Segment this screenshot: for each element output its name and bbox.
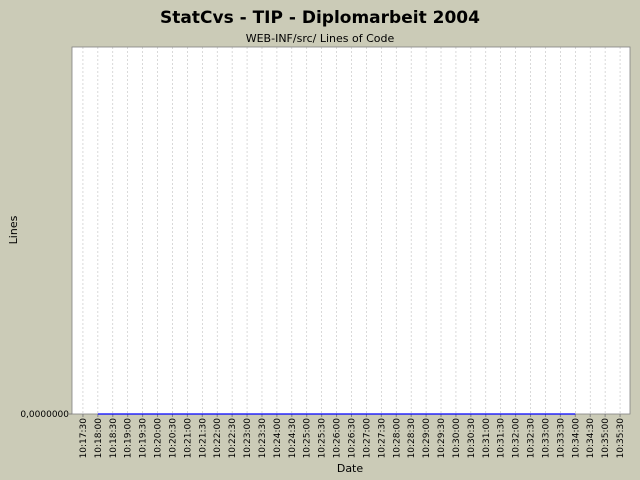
x-axis-label: Date bbox=[337, 462, 364, 475]
y-tick-label: 0,0000000 bbox=[20, 410, 69, 420]
chart-title: StatCvs - TIP - Diplomarbeit 2004 bbox=[160, 8, 480, 28]
x-tick-label: 10:25:00 bbox=[303, 418, 313, 459]
x-tick-label: 10:34:00 bbox=[571, 418, 581, 459]
x-tick-label: 10:22:30 bbox=[228, 418, 238, 459]
x-tick-label: 10:20:00 bbox=[154, 418, 164, 459]
x-tick-label: 10:26:30 bbox=[347, 418, 357, 459]
x-tick-label: 10:20:30 bbox=[168, 418, 178, 459]
x-tick-label: 10:25:30 bbox=[318, 418, 328, 459]
x-tick-label: 10:21:00 bbox=[183, 418, 193, 459]
x-tick-label: 10:26:00 bbox=[333, 418, 343, 459]
x-tick-label: 10:22:00 bbox=[213, 418, 223, 459]
plot-area bbox=[72, 47, 630, 414]
x-tick-label: 10:35:30 bbox=[616, 418, 626, 459]
x-tick-label: 10:33:30 bbox=[556, 418, 566, 459]
x-tick-label: 10:27:30 bbox=[377, 418, 387, 459]
x-tick-label: 10:32:00 bbox=[512, 418, 522, 459]
x-tick-label: 10:24:00 bbox=[273, 418, 283, 459]
x-tick-label: 10:30:30 bbox=[467, 418, 477, 459]
x-tick-label: 10:32:30 bbox=[527, 418, 537, 459]
x-tick-label: 10:31:30 bbox=[497, 418, 507, 459]
x-tick-label: 10:29:30 bbox=[437, 418, 447, 459]
x-tick-label: 10:28:30 bbox=[407, 418, 417, 459]
chart-subtitle: WEB-INF/src/ Lines of Code bbox=[246, 32, 395, 45]
x-tick-label: 10:31:00 bbox=[482, 418, 492, 459]
x-tick-label: 10:19:30 bbox=[139, 418, 149, 459]
x-tick-label: 10:34:30 bbox=[586, 418, 596, 459]
x-tick-label: 10:29:00 bbox=[422, 418, 432, 459]
x-tick-label: 10:18:00 bbox=[94, 418, 104, 459]
x-tick-label: 10:23:30 bbox=[258, 418, 268, 459]
x-tick-label: 10:19:00 bbox=[124, 418, 134, 459]
x-tick-label: 10:21:30 bbox=[198, 418, 208, 459]
x-tick-label: 10:28:00 bbox=[392, 418, 402, 459]
x-tick-label: 10:27:00 bbox=[362, 418, 372, 459]
x-tick-label: 10:17:30 bbox=[79, 418, 89, 459]
x-tick-label: 10:30:00 bbox=[452, 418, 462, 459]
x-tick-label: 10:35:00 bbox=[601, 418, 611, 459]
y-axis-label: Lines bbox=[7, 215, 20, 244]
x-tick-label: 10:33:00 bbox=[541, 418, 551, 459]
x-tick-label: 10:23:00 bbox=[243, 418, 253, 459]
x-tick-label: 10:24:30 bbox=[288, 418, 298, 459]
x-tick-label: 10:18:30 bbox=[109, 418, 119, 459]
